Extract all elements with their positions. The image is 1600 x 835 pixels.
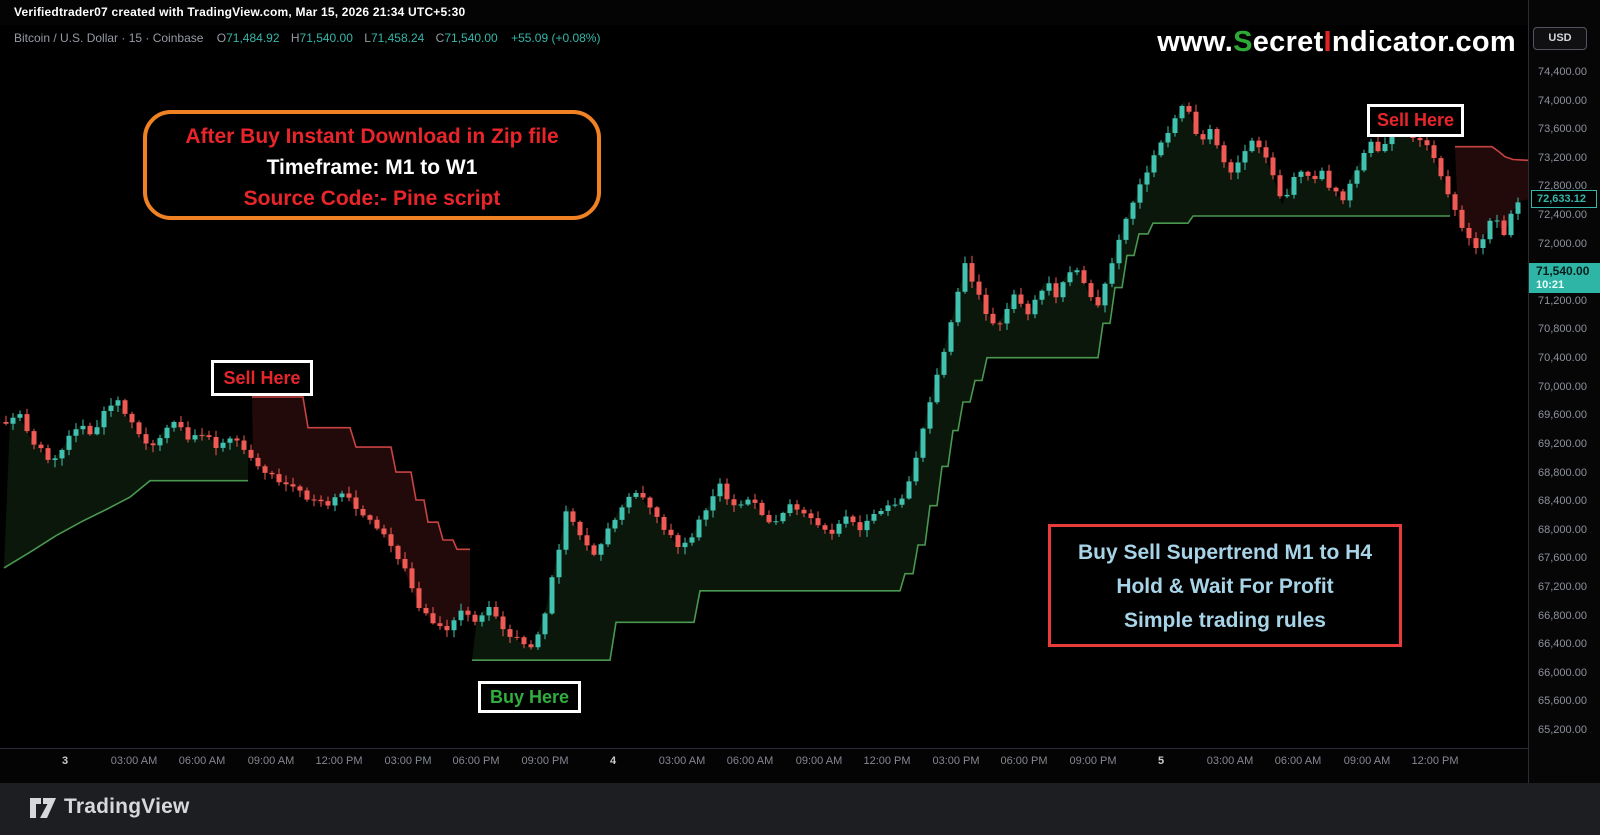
supertrend-down-fill xyxy=(1455,146,1528,250)
promo-info-line2: Timeframe: M1 to W1 xyxy=(266,156,478,179)
low-label: L xyxy=(364,31,371,45)
price-axis-tick: 65,200.00 xyxy=(1538,723,1587,736)
close-label: C xyxy=(435,31,445,45)
supertrend-down-line xyxy=(252,396,470,551)
attribution-bar: Verifiedtrader07 created with TradingVie… xyxy=(0,0,1600,25)
price-axis-tick: 66,400.00 xyxy=(1538,638,1587,651)
promo-rules-line1: Buy Sell Supertrend M1 to H4 xyxy=(1077,541,1373,564)
time-axis-label: 03:00 AM xyxy=(110,755,158,767)
price-axis-tick: 74,000.00 xyxy=(1538,94,1587,107)
tradingview-brand-link[interactable]: TradingView xyxy=(64,795,190,818)
website-watermark: www.SecretIndicator.com xyxy=(1157,26,1516,59)
open-value: 71,484.92 xyxy=(226,31,280,45)
high-value: 71,540.00 xyxy=(299,31,353,45)
supertrend-up-line xyxy=(472,215,1450,662)
promo-rules-box: Buy Sell Supertrend M1 to H4 Hold & Wait… xyxy=(1048,524,1402,647)
price-axis-tick: 65,600.00 xyxy=(1538,695,1587,708)
price-axis-tick: 67,600.00 xyxy=(1538,552,1587,565)
price-axis-tick: 71,200.00 xyxy=(1538,294,1587,307)
price-axis-tick: 68,000.00 xyxy=(1538,523,1587,536)
sell-signal-label-right: Sell Here xyxy=(1367,104,1464,137)
price-axis-tick: 72,000.00 xyxy=(1538,237,1587,250)
promo-info-line3: Source Code:- Pine script xyxy=(243,187,501,210)
supertrend-up-fill xyxy=(472,100,1450,661)
price-axis-tick: 73,200.00 xyxy=(1538,151,1587,164)
time-axis-label: 12:00 PM xyxy=(863,755,911,767)
promo-rules-line2: Hold & Wait For Profit xyxy=(1116,575,1334,598)
price-axis-tick: 67,200.00 xyxy=(1538,580,1587,593)
footer-bar: TradingView xyxy=(0,783,1600,835)
time-axis-label: 09:00 PM xyxy=(521,755,569,767)
price-axis-tick: 72,800.00 xyxy=(1538,180,1587,193)
candlestick-chart-canvas[interactable] xyxy=(0,0,1528,748)
symbol-legend: Bitcoin / U.S. Dollar · 15 · Coinbase O7… xyxy=(14,31,600,45)
price-axis-tick: 69,600.00 xyxy=(1538,409,1587,422)
price-axis[interactable]: USD 72,633.12 71,540.00 10:21 74,400.00 7… xyxy=(1528,0,1600,783)
price-axis-tick: 74,400.00 xyxy=(1538,66,1587,78)
attribution-text: Verifiedtrader07 created with TradingVie… xyxy=(14,5,466,19)
watermark-text: ecret xyxy=(1252,26,1324,58)
promo-rules-line3: Simple trading rules xyxy=(1124,609,1326,632)
time-axis-label: 09:00 AM xyxy=(1343,755,1391,767)
time-axis[interactable]: 3 03:00 AM 06:00 AM 09:00 AM 12:00 PM 03:00 P… xyxy=(0,748,1600,784)
time-axis-label: 06:00 AM xyxy=(1274,755,1322,767)
tradingview-logo-icon[interactable] xyxy=(30,798,56,822)
watermark-text-green: S xyxy=(1233,26,1253,58)
time-axis-label: 12:00 PM xyxy=(315,755,363,767)
watermark-text: www. xyxy=(1157,26,1234,58)
supertrend-up-line xyxy=(3,479,248,569)
supertrend-down-fill xyxy=(252,397,470,629)
open-label: O xyxy=(216,31,227,45)
price-axis-tick: 66,800.00 xyxy=(1538,609,1587,622)
time-axis-label: 4 xyxy=(609,755,617,767)
symbol-title: Bitcoin / U.S. Dollar · 15 · Coinbase xyxy=(14,31,204,45)
close-value: 71,540.00 xyxy=(444,31,498,45)
low-value: 71,458.24 xyxy=(370,31,425,45)
buy-signal-label: Buy Here xyxy=(478,681,581,713)
price-axis-tick: 70,000.00 xyxy=(1538,380,1587,393)
promo-info-box: After Buy Instant Download in Zip file T… xyxy=(143,110,601,220)
time-axis-label: 06:00 PM xyxy=(1000,755,1048,767)
promo-info-line1: After Buy Instant Download in Zip file xyxy=(185,125,559,148)
price-axis-tick: 73,600.00 xyxy=(1538,123,1587,136)
price-axis-tick: 66,000.00 xyxy=(1538,666,1587,679)
time-axis-label: 09:00 PM xyxy=(1069,755,1117,767)
price-axis-tick: 69,200.00 xyxy=(1538,437,1587,450)
time-axis-label: 12:00 PM xyxy=(1411,755,1459,767)
price-axis-tick: 70,400.00 xyxy=(1538,352,1587,365)
currency-toggle-button[interactable]: USD xyxy=(1533,27,1587,50)
price-axis-tick: 68,400.00 xyxy=(1538,495,1587,508)
time-axis-label: 06:00 PM xyxy=(452,755,500,767)
supertrend-down-line xyxy=(1455,145,1528,162)
time-axis-label: 06:00 AM xyxy=(726,755,774,767)
time-axis-label: 3 xyxy=(61,755,69,767)
supertrend-up-fill xyxy=(4,403,248,568)
last-price-label: 71,540.00 10:21 xyxy=(1529,262,1600,293)
price-axis-tick: 70,800.00 xyxy=(1538,323,1587,336)
sell-signal-label-left: Sell Here xyxy=(211,360,313,396)
time-axis-label: 03:00 AM xyxy=(658,755,706,767)
price-axis-tick: 68,800.00 xyxy=(1538,466,1587,479)
bar-countdown: 10:21 xyxy=(1536,278,1565,291)
time-axis-label: 06:00 AM xyxy=(178,755,226,767)
high-label: H xyxy=(290,31,300,45)
watermark-text: ndicator.com xyxy=(1331,26,1516,58)
time-axis-label: 09:00 AM xyxy=(247,755,295,767)
watermark-text-red: I xyxy=(1323,26,1332,58)
time-axis-label: 03:00 AM xyxy=(1206,755,1254,767)
price-axis-tick: 72,400.00 xyxy=(1538,209,1587,222)
time-axis-label: 09:00 AM xyxy=(795,755,843,767)
time-axis-label: 03:00 PM xyxy=(932,755,980,767)
time-axis-label: 5 xyxy=(1157,755,1165,767)
time-axis-label: 03:00 PM xyxy=(384,755,432,767)
last-price-value: 71,540.00 xyxy=(1536,263,1590,278)
indicator-price-label: 72,633.12 xyxy=(1531,190,1597,209)
change-value: +55.09 (+0.08%) xyxy=(511,31,601,45)
